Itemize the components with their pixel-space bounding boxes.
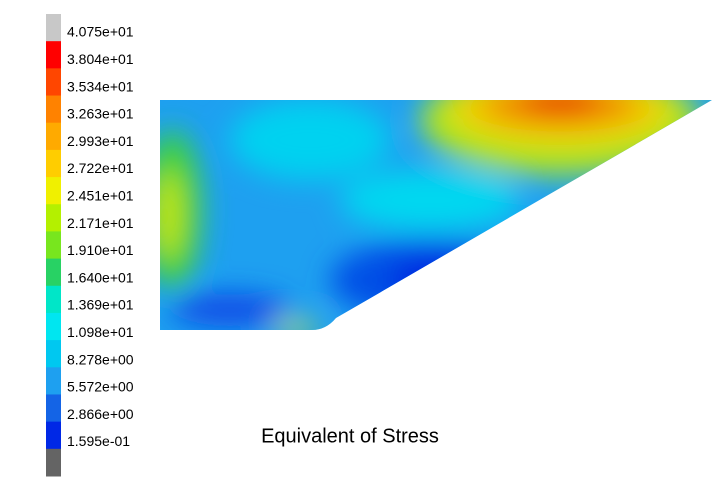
legend-swatch [46, 149, 61, 178]
legend-swatch [46, 41, 61, 69]
legend-label: 2.171e+01 [67, 215, 134, 231]
legend-label: 2.866e+00 [67, 406, 134, 422]
legend-label: 4.075e+01 [67, 24, 134, 40]
contour-field [160, 100, 712, 330]
legend-label: 1.640e+01 [67, 269, 134, 285]
legend-label: 2.993e+01 [67, 133, 134, 149]
legend-swatch [46, 421, 61, 450]
legend-label: 3.534e+01 [67, 78, 134, 94]
legend-swatch [46, 285, 61, 314]
legend-swatch [46, 122, 61, 151]
legend-label: 1.595e-01 [67, 433, 130, 449]
legend-label: 8.278e+00 [67, 351, 134, 367]
legend-label: 2.451e+01 [67, 188, 134, 204]
legend-swatch [46, 95, 61, 124]
legend-swatch [46, 177, 61, 205]
legend-label: 3.263e+01 [67, 106, 134, 122]
legend-swatch [46, 312, 61, 341]
title: Equivalent of Stress [261, 425, 439, 447]
legend-swatch [46, 448, 61, 477]
legend-label: 2.722e+01 [67, 160, 134, 176]
legend-label: 1.098e+01 [67, 324, 134, 340]
legend-swatch [46, 231, 61, 260]
legend-swatch [46, 258, 61, 287]
legend-label: 3.804e+01 [67, 51, 134, 67]
legend-swatch [46, 394, 61, 423]
legend-label: 1.369e+01 [67, 297, 134, 313]
legend: 4.075e+01 3.804e+01 3.534e+01 3.263e+01 2.99… [46, 14, 134, 477]
legend-label: 1.910e+01 [67, 242, 134, 258]
legend-swatch [46, 340, 61, 368]
legend-label: 5.572e+00 [67, 379, 134, 395]
legend-swatch [46, 68, 61, 97]
legend-swatch [46, 14, 61, 42]
legend-swatch [46, 204, 61, 232]
legend-swatch [46, 367, 61, 395]
